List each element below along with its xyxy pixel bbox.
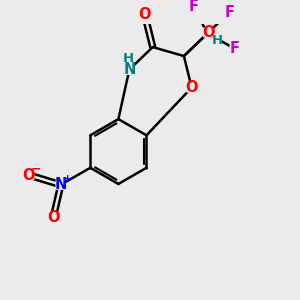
Text: +: + bbox=[63, 174, 72, 184]
FancyBboxPatch shape bbox=[213, 36, 222, 44]
Text: O: O bbox=[47, 210, 59, 225]
FancyBboxPatch shape bbox=[124, 64, 135, 75]
Text: O: O bbox=[185, 80, 198, 95]
Text: H: H bbox=[122, 52, 134, 64]
FancyBboxPatch shape bbox=[24, 170, 34, 180]
FancyBboxPatch shape bbox=[124, 53, 132, 63]
Text: F: F bbox=[229, 41, 239, 56]
Text: O: O bbox=[202, 25, 215, 40]
Text: F: F bbox=[224, 5, 235, 20]
FancyBboxPatch shape bbox=[230, 44, 239, 53]
Text: H: H bbox=[212, 34, 223, 46]
FancyBboxPatch shape bbox=[48, 212, 59, 222]
FancyBboxPatch shape bbox=[56, 180, 66, 190]
Text: O: O bbox=[138, 7, 151, 22]
Text: O: O bbox=[23, 168, 35, 183]
FancyBboxPatch shape bbox=[186, 82, 197, 93]
Text: −: − bbox=[31, 163, 41, 176]
Text: N: N bbox=[123, 62, 136, 77]
Text: N: N bbox=[55, 177, 67, 192]
FancyBboxPatch shape bbox=[225, 8, 234, 17]
Text: F: F bbox=[189, 0, 199, 14]
FancyBboxPatch shape bbox=[203, 27, 214, 38]
FancyBboxPatch shape bbox=[139, 9, 150, 19]
FancyBboxPatch shape bbox=[189, 2, 198, 11]
